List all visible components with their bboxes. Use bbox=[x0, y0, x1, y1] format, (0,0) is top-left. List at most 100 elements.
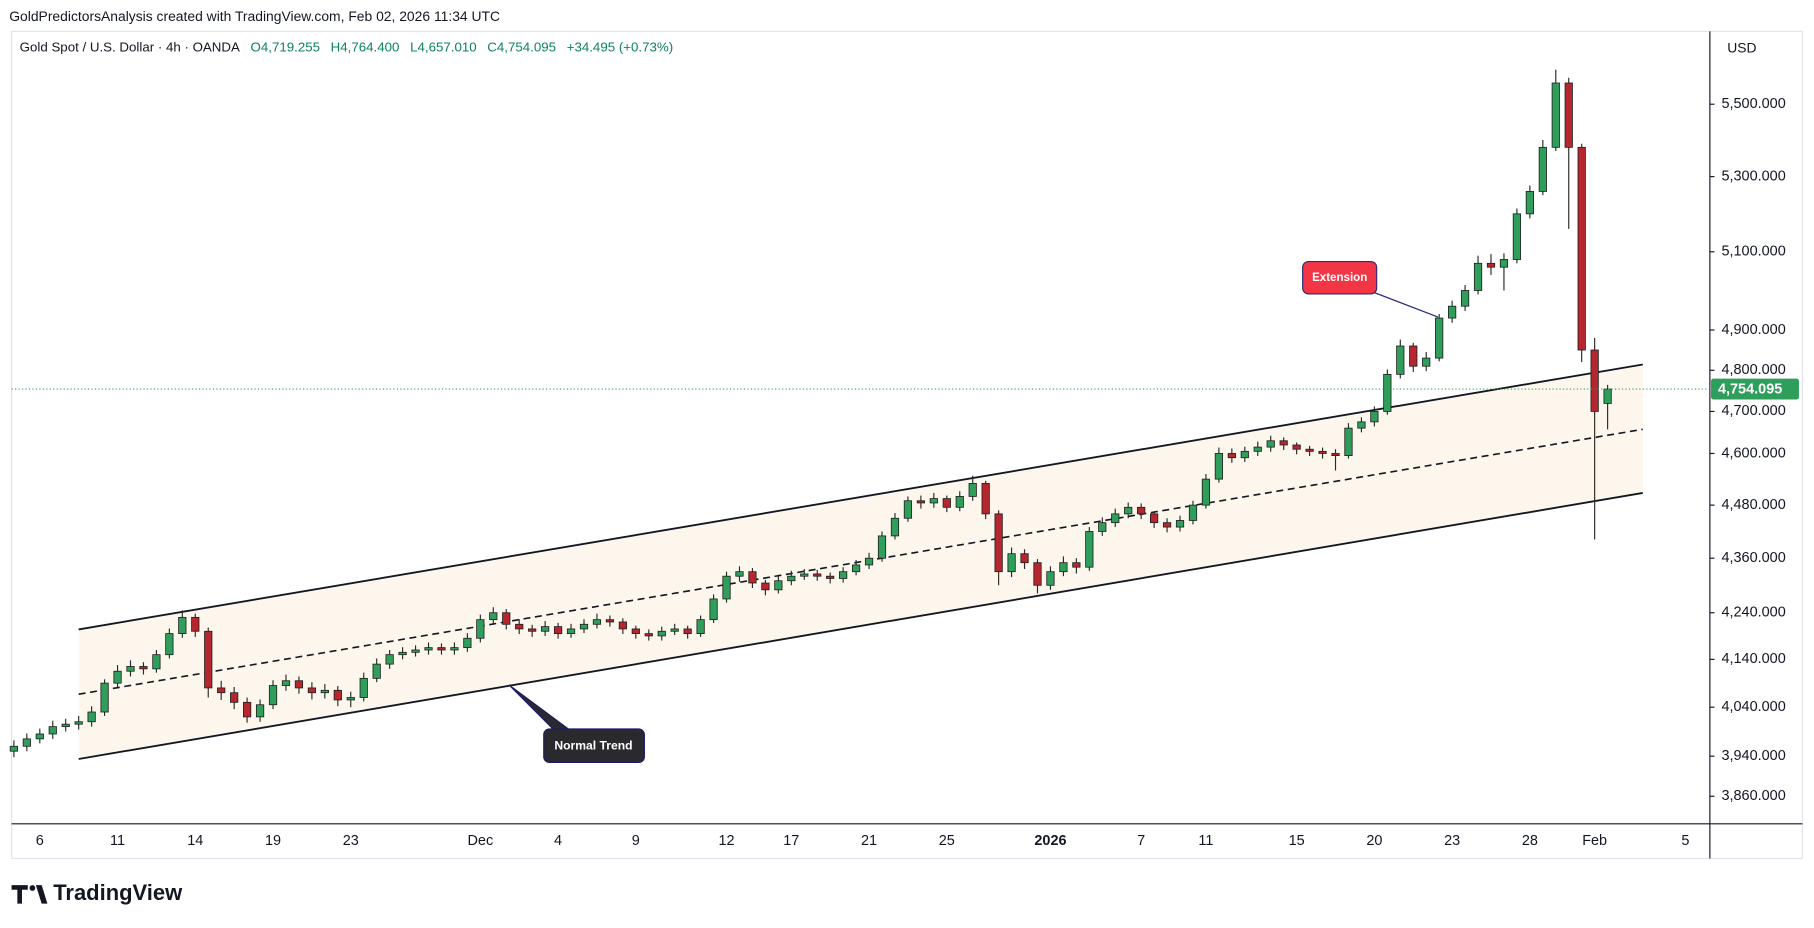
y-tick-label: 4,140.000 bbox=[1721, 651, 1785, 667]
y-tick-label: 4,900.000 bbox=[1721, 322, 1785, 338]
candle-body bbox=[243, 701, 252, 718]
candle-body bbox=[385, 654, 394, 665]
candle-body bbox=[968, 483, 977, 497]
candle-body bbox=[566, 628, 576, 634]
candle-body bbox=[281, 680, 291, 686]
candle-body bbox=[1098, 522, 1107, 532]
candle-body bbox=[1590, 349, 1599, 412]
ohlc-low: L4,657.010 bbox=[410, 39, 477, 54]
candle-body bbox=[774, 580, 783, 591]
x-tick-label: 15 bbox=[1289, 833, 1305, 849]
candle-body bbox=[670, 628, 679, 632]
candle-body bbox=[152, 654, 161, 670]
candle-body bbox=[359, 677, 368, 698]
candle-body bbox=[1020, 553, 1029, 564]
y-tick-label: 4,360.000 bbox=[1721, 550, 1785, 566]
candle-body bbox=[1253, 446, 1262, 452]
x-tick-label: 25 bbox=[939, 833, 955, 849]
logo-mark bbox=[11, 885, 28, 904]
y-tick-label: 4,800.000 bbox=[1721, 362, 1785, 378]
normal-trend-pointer bbox=[508, 684, 574, 732]
candle-body bbox=[1486, 262, 1496, 268]
candle-body bbox=[942, 498, 951, 508]
x-tick-label: 9 bbox=[632, 833, 640, 849]
candle-body bbox=[644, 633, 653, 637]
candle-body bbox=[1409, 345, 1418, 367]
candle-body bbox=[1214, 453, 1224, 480]
candle-body bbox=[1551, 82, 1560, 148]
watermark: TradingView bbox=[53, 880, 183, 905]
y-tick-label: 4,480.000 bbox=[1721, 497, 1785, 513]
candle-body bbox=[450, 647, 459, 651]
candle-body bbox=[631, 628, 640, 634]
candle-body bbox=[696, 619, 705, 634]
ohlc-high: H4,764.400 bbox=[331, 39, 400, 54]
candle-body bbox=[294, 680, 304, 689]
ohlc-change: +34.495 (+0.73%) bbox=[567, 39, 673, 54]
candle-body bbox=[1059, 562, 1068, 573]
candle-body bbox=[1266, 440, 1275, 448]
candle-body bbox=[1499, 259, 1509, 268]
y-tick-label: 3,940.000 bbox=[1721, 748, 1785, 764]
candle-body bbox=[1240, 450, 1249, 459]
extension-label: Extension bbox=[1312, 272, 1367, 284]
candle-body bbox=[579, 623, 589, 630]
y-tick-label: 3,860.000 bbox=[1721, 788, 1785, 804]
candle-body bbox=[1331, 453, 1340, 456]
x-tick-label: 6 bbox=[36, 833, 44, 849]
candle-body bbox=[217, 687, 226, 694]
candle-body bbox=[1046, 571, 1055, 586]
ohlc-close: C4,754.095 bbox=[487, 39, 556, 54]
candle-body bbox=[178, 616, 187, 634]
candle-body bbox=[903, 500, 913, 519]
candle-body bbox=[735, 571, 744, 577]
candle-body bbox=[1435, 317, 1444, 359]
candle-body bbox=[515, 623, 524, 630]
candle-body bbox=[165, 633, 174, 656]
candle-body bbox=[126, 666, 135, 672]
x-tick-label: Feb bbox=[1582, 833, 1607, 849]
y-tick-label: 5,100.000 bbox=[1721, 244, 1785, 260]
legend: Gold Spot / U.S. Dollar · 4h · OANDA O4,… bbox=[20, 39, 673, 54]
candle-body bbox=[1085, 531, 1094, 568]
candles bbox=[9, 69, 1612, 758]
candle-body bbox=[333, 689, 342, 701]
candle-body bbox=[35, 733, 44, 740]
candle-body bbox=[87, 711, 96, 723]
x-tick-label: 5 bbox=[1681, 833, 1689, 849]
candle-body bbox=[437, 647, 446, 651]
candle-body bbox=[1007, 553, 1016, 573]
x-tick-label: 11 bbox=[110, 833, 125, 849]
candle-body bbox=[22, 738, 31, 747]
candle-body bbox=[191, 616, 200, 632]
candle-body bbox=[1305, 448, 1314, 452]
extension-callout bbox=[1302, 260, 1378, 295]
candle-body bbox=[813, 573, 822, 577]
x-tick-label: 2026 bbox=[1034, 833, 1066, 849]
channel-upper bbox=[78, 363, 1643, 631]
logo-slant bbox=[35, 885, 48, 904]
candle-body bbox=[489, 612, 498, 621]
header-text: GoldPredictorsAnalysis created with Trad… bbox=[9, 8, 500, 24]
y-tick-label: 4,240.000 bbox=[1721, 605, 1785, 621]
candle-body bbox=[230, 692, 239, 703]
candle-body bbox=[113, 670, 122, 684]
candle-body bbox=[1473, 262, 1483, 291]
x-tick-label: 23 bbox=[1444, 833, 1460, 849]
candle-body bbox=[1525, 191, 1534, 215]
candle-body bbox=[722, 575, 731, 600]
candle-body bbox=[1162, 522, 1172, 528]
candle-body bbox=[1538, 146, 1547, 192]
candle-body bbox=[683, 628, 692, 634]
candle-body bbox=[100, 682, 109, 713]
candle-body bbox=[48, 726, 57, 735]
x-tick-label: 11 bbox=[1198, 833, 1213, 849]
x-tick-label: 19 bbox=[265, 833, 281, 849]
candle-body bbox=[1422, 357, 1431, 367]
currency-label: USD bbox=[1727, 39, 1756, 55]
channel-middle bbox=[78, 428, 1643, 696]
candle-body bbox=[307, 687, 317, 694]
candle-body bbox=[864, 557, 874, 566]
candle-body bbox=[618, 621, 627, 630]
